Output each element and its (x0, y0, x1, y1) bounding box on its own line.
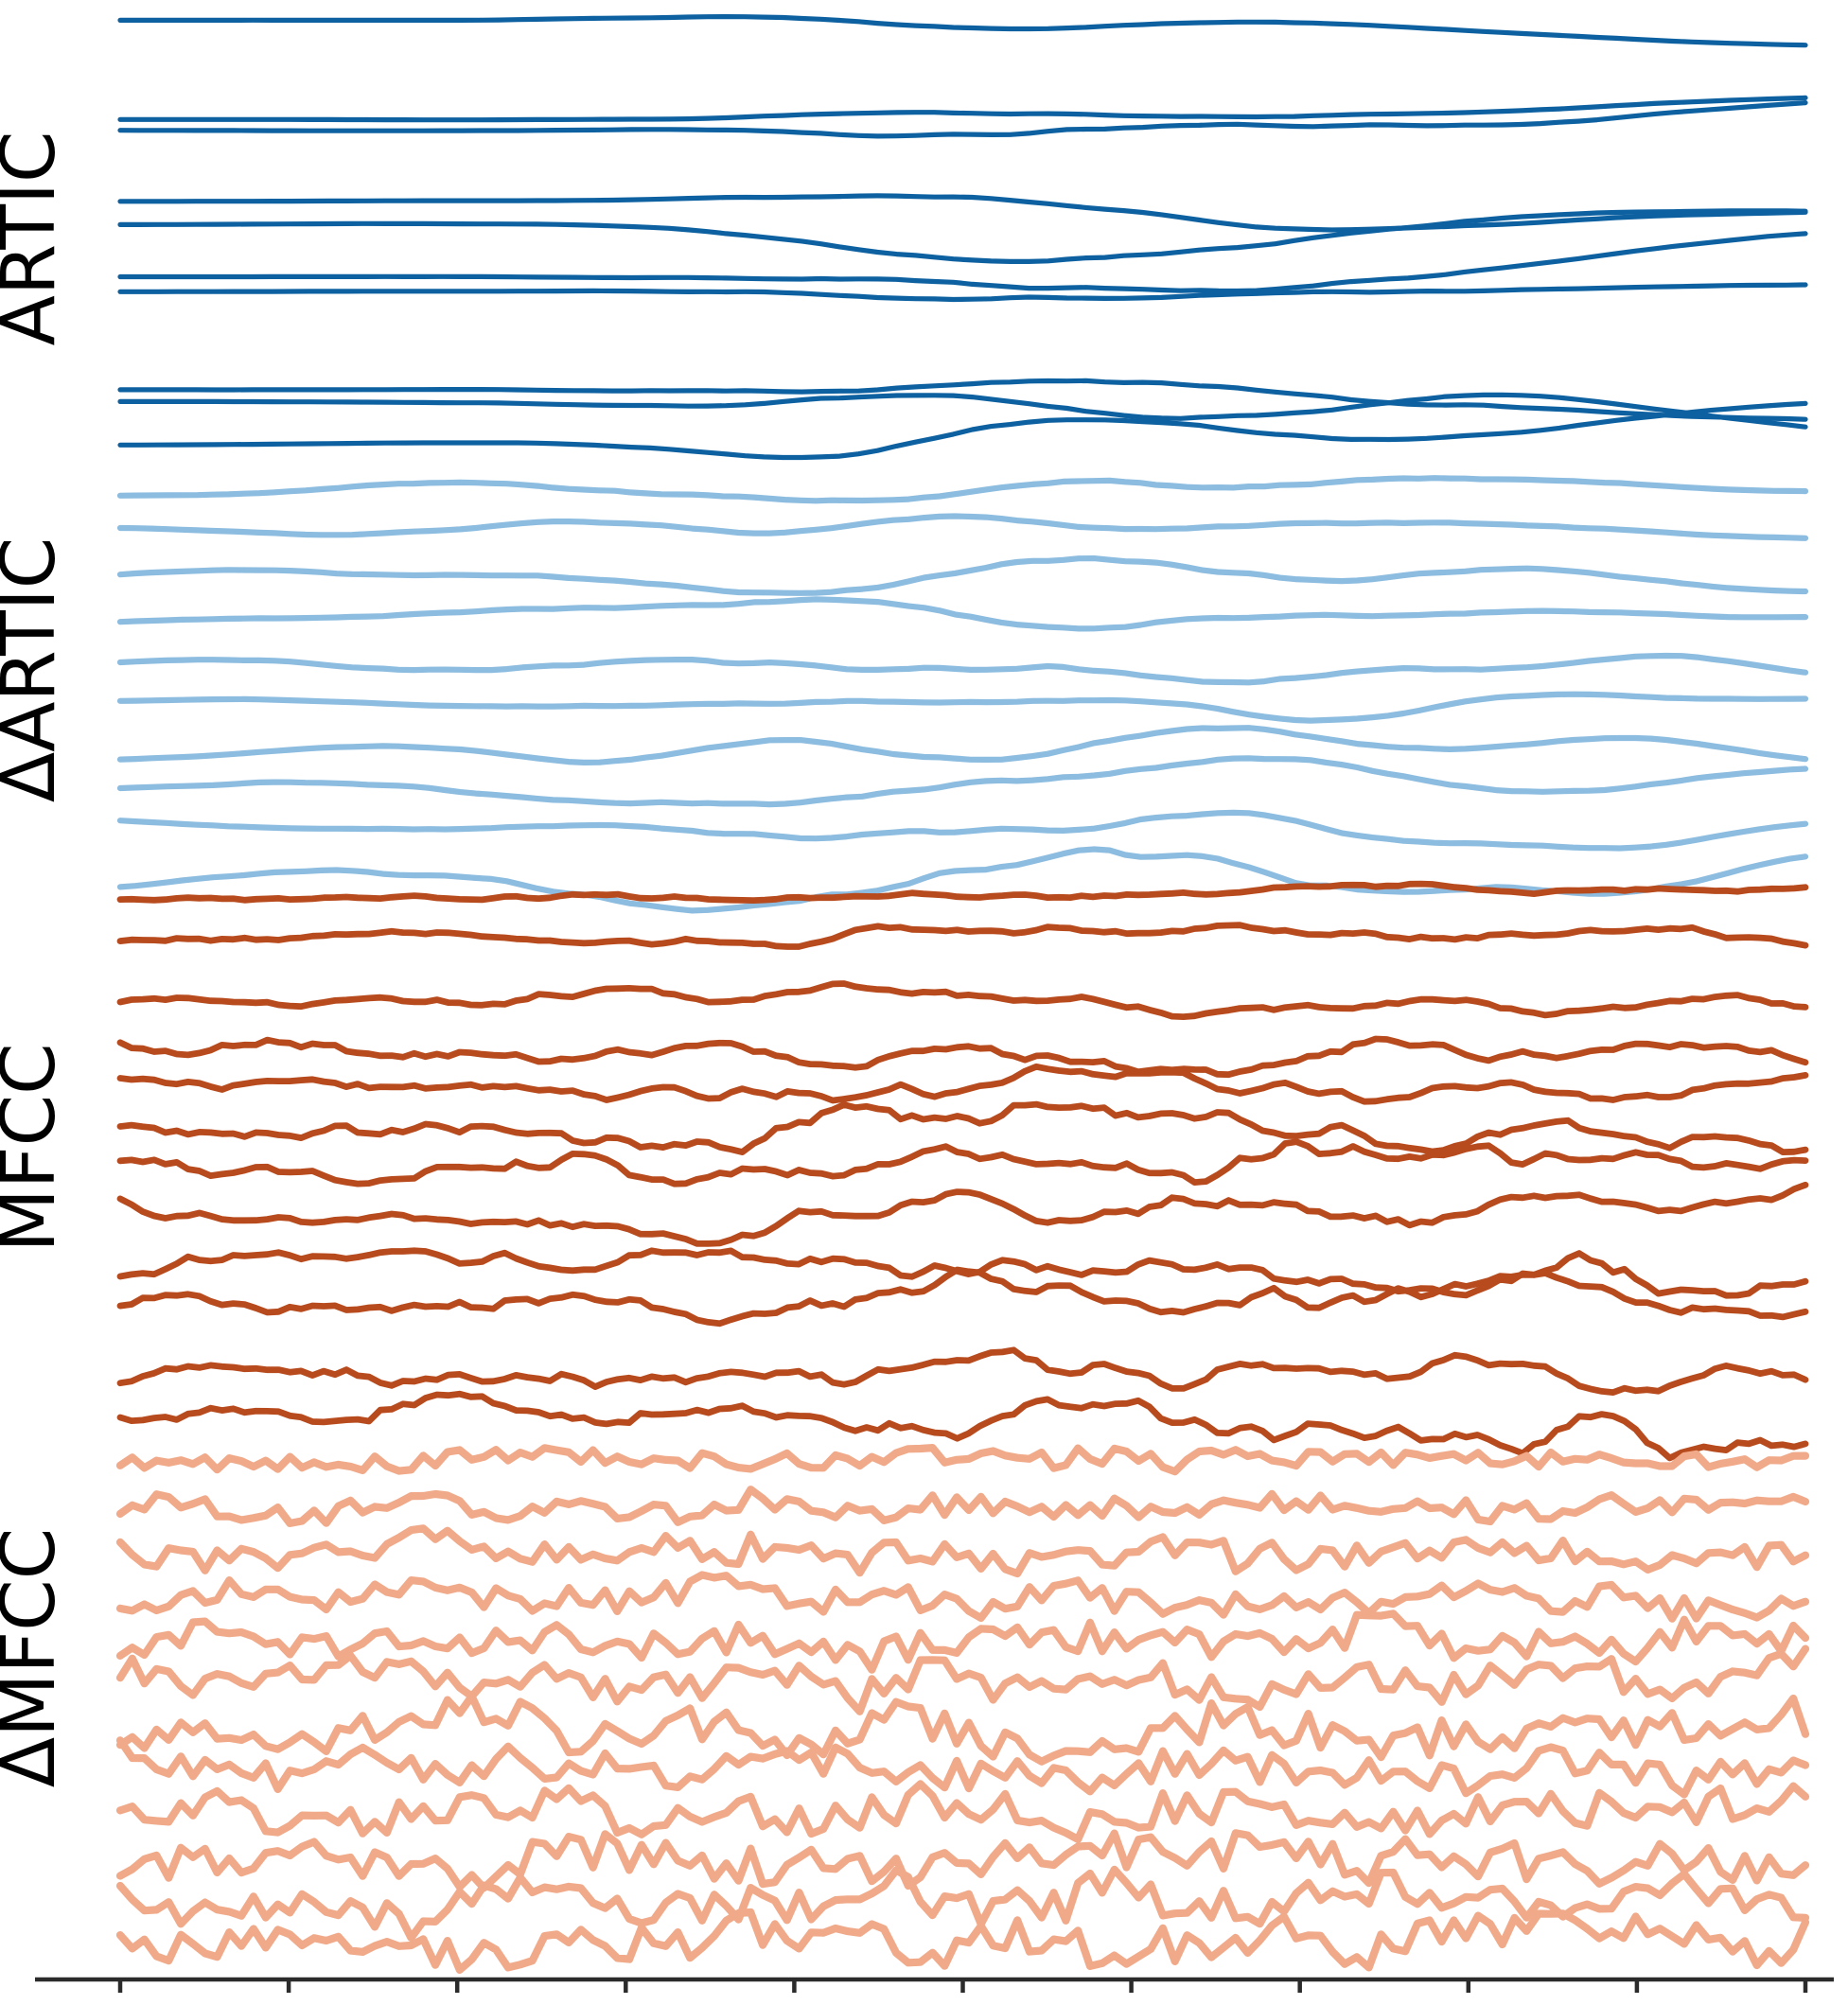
artic-series-10 (117, 400, 1808, 461)
delta-mfcc-series-9 (115, 1780, 1810, 1843)
delta-mfcc-series-1 (115, 1444, 1810, 1476)
delta-artic-series-4 (116, 596, 1809, 632)
delta-artic-series-8 (116, 755, 1809, 808)
artic-series-9 (117, 392, 1808, 430)
series-group-delta-mfcc: ΔMFCC (0, 1444, 1810, 1974)
delta-artic-series-10 (116, 846, 1809, 914)
mfcc-series-1 (116, 880, 1809, 904)
delta-artic-series-3 (116, 555, 1809, 596)
delta-mfcc-series-6 (115, 1644, 1810, 1715)
artic-series-3 (117, 100, 1808, 139)
mfcc-series-5 (116, 1063, 1809, 1105)
group-label-mfcc: MFCC (0, 1043, 72, 1252)
artic-series-5 (117, 208, 1808, 264)
series-group-mfcc: MFCC (0, 880, 1809, 1462)
mfcc-series-3 (116, 980, 1809, 1020)
artic-series-1 (117, 14, 1808, 48)
delta-artic-series-5 (116, 652, 1809, 686)
mfcc-series-2 (116, 922, 1809, 950)
mfcc-series-10 (116, 1266, 1809, 1328)
mfcc-series-6 (116, 1100, 1809, 1155)
artic-series-6 (117, 231, 1808, 294)
delta-mfcc-series-8 (115, 1736, 1810, 1799)
mfcc-series-11 (116, 1346, 1809, 1396)
delta-mfcc-series-5 (115, 1609, 1810, 1674)
artic-series-7 (117, 282, 1808, 303)
artic-series-2 (117, 95, 1808, 123)
delta-mfcc-series-4 (115, 1571, 1810, 1623)
series-group-delta-artic: ΔARTIC (0, 475, 1809, 914)
series-group-artic: ARTIC (0, 14, 1808, 461)
delta-mfcc-series-3 (115, 1524, 1810, 1578)
delta-mfcc-series-10 (115, 1829, 1810, 1892)
delta-mfcc-series-2 (115, 1486, 1810, 1527)
delta-artic-series-7 (116, 725, 1809, 765)
mfcc-series-7 (116, 1138, 1809, 1187)
artic-series-8 (117, 378, 1808, 422)
delta-artic-series-9 (116, 809, 1809, 852)
group-label-delta-artic: ΔARTIC (0, 537, 72, 802)
delta-mfcc-series-11 (115, 1865, 1810, 1943)
delta-artic-series-2 (116, 513, 1809, 541)
delta-mfcc-series-12 (115, 1908, 1810, 1974)
group-label-delta-mfcc: ΔMFCC (0, 1528, 72, 1787)
mfcc-series-4 (116, 1035, 1809, 1079)
mfcc-series-8 (116, 1181, 1809, 1247)
mfcc-series-12 (116, 1390, 1809, 1462)
delta-mfcc-series-7 (115, 1692, 1810, 1766)
delta-artic-series-1 (116, 475, 1809, 504)
delta-artic-series-6 (116, 691, 1809, 724)
x-axis (35, 1977, 1834, 1993)
group-label-artic: ARTIC (0, 132, 72, 346)
artic-series-4 (117, 193, 1808, 233)
